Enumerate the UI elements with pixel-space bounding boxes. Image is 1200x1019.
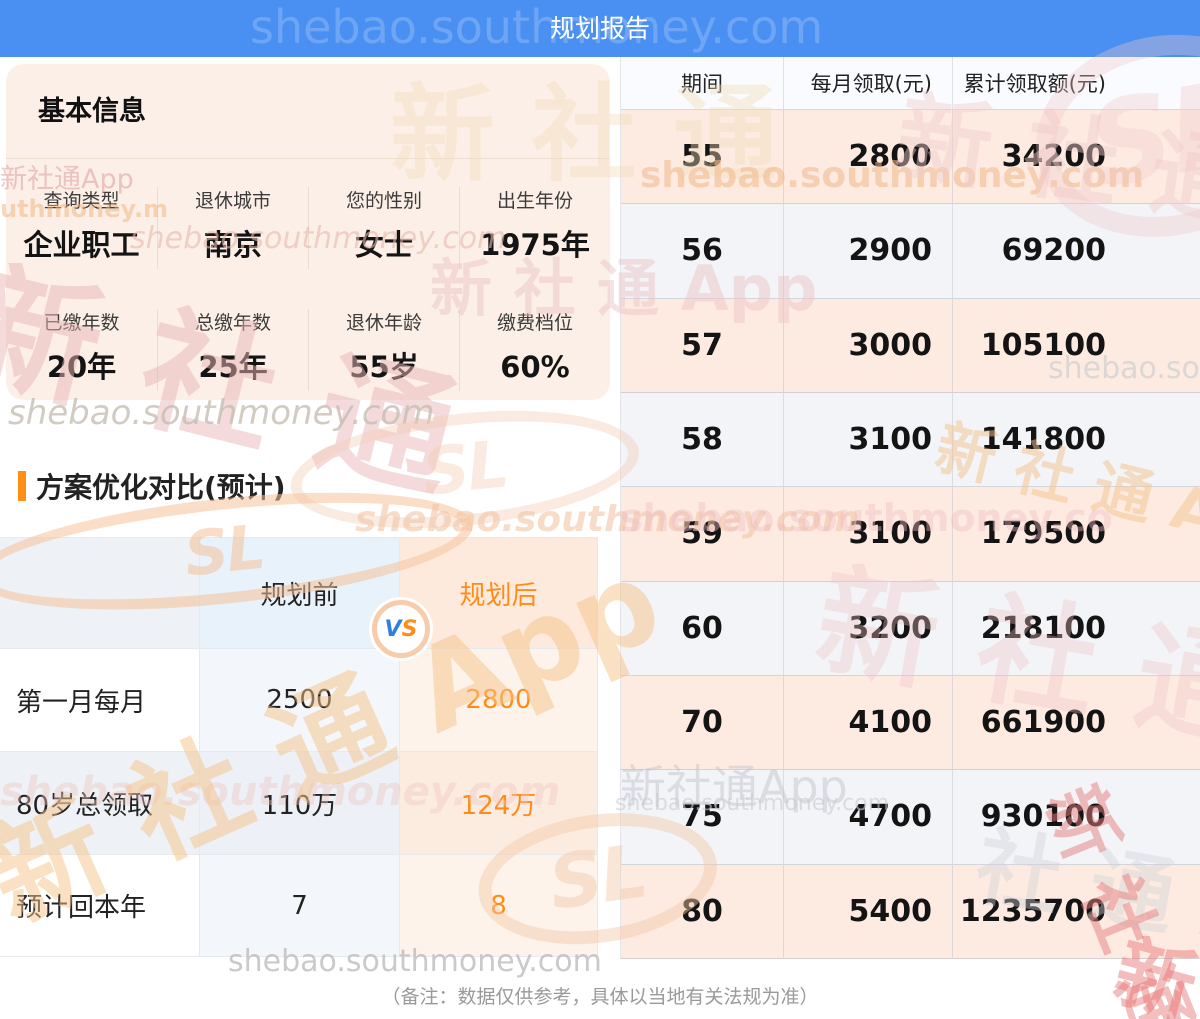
comparison-after-value: 8 [400,855,598,957]
field-label: 已缴年数 [43,312,120,334]
comparison-section-title: 方案优化对比(预计) [18,466,286,506]
field-label: 查询类型 [43,190,120,212]
payout-age: 75 [621,770,784,865]
payout-monthly: 5400 [784,864,953,959]
payout-monthly: 3100 [784,392,953,488]
field-gender: 您的性别 女士 [308,187,459,269]
comparison-before-value: 7 [200,855,400,957]
field-label: 退休城市 [194,190,271,212]
payout-cumulative: 105100 [953,298,1200,393]
basic-info-row-1: 查询类型 企业职工 退休城市 南京 您的性别 女士 出生年份 1975年 [6,187,610,269]
payout-cumulative: 1235700 [953,864,1200,959]
payout-monthly: 3200 [784,581,953,676]
comparison-row-label: 预计回本年 [0,855,200,957]
comparison-row-label: 第一月每月 [0,649,200,752]
header-bar: 规划报告 [0,0,1200,57]
payout-monthly: 4100 [784,675,953,771]
field-value: 20年 [46,350,117,384]
comparison-header-empty [0,538,200,649]
field-label: 退休年龄 [345,312,422,334]
comparison-row-label: 80岁总领取 [0,752,200,855]
payout-age: 58 [621,392,784,488]
field-total-years: 总缴年数 25年 [157,309,308,391]
payout-cumulative: 179500 [953,487,1200,582]
field-value: 南京 [203,228,262,262]
payout-age: 56 [621,204,784,299]
accent-bar [18,471,26,501]
payout-cumulative: 69200 [953,204,1200,299]
field-query-type: 查询类型 企业职工 [6,187,157,269]
comparison-after-value: 2800 [400,649,598,752]
vs-letter-s: S [401,616,418,642]
payout-cumulative: 218100 [953,581,1200,676]
field-birth-year: 出生年份 1975年 [459,187,610,269]
field-value: 55岁 [349,350,419,384]
basic-info-card: 基本信息 查询类型 企业职工 退休城市 南京 您的性别 女士 出生年份 1975… [6,64,610,400]
sl-logo-letters: SL [419,427,511,511]
field-retire-age: 退休年龄 55岁 [308,309,459,391]
payout-col-header: 累计领取额(元) [953,57,1200,110]
payout-cumulative: 661900 [953,675,1200,771]
field-paid-years: 已缴年数 20年 [6,309,157,391]
field-value: 60% [500,350,570,384]
field-retire-city: 退休城市 南京 [157,187,308,269]
payout-monthly: 2900 [784,204,953,299]
comparison-before-value: 2500 [200,649,400,752]
vs-letter-v: V [384,616,402,642]
field-label: 出生年份 [496,190,573,212]
comparison-header-before: 规划前 [200,538,400,649]
payout-cumulative: 141800 [953,392,1200,488]
field-label: 您的性别 [345,190,422,212]
field-value: 企业职工 [23,228,140,262]
payout-age: 59 [621,487,784,582]
field-label: 总缴年数 [194,312,271,334]
payout-monthly: 3100 [784,487,953,582]
payout-age: 70 [621,675,784,771]
payout-age: 55 [621,110,784,205]
payout-age: 60 [621,581,784,676]
comparison-header-after: 规划后 [400,538,598,649]
basic-info-title: 基本信息 [38,96,146,127]
section-title-text: 方案优化对比(预计) [36,471,286,504]
payout-monthly: 3000 [784,298,953,393]
payout-cumulative: 930100 [953,770,1200,865]
comparison-table: 规划前 规划后 第一月每月 2500 2800 80岁总领取 110万 124万… [0,537,598,957]
field-contrib-level: 缴费档位 60% [459,309,610,391]
payout-monthly: 2800 [784,110,953,205]
payout-col-header: 每月领取(元) [784,57,953,110]
payout-age: 80 [621,864,784,959]
field-label: 缴费档位 [496,312,573,334]
payout-cumulative: 34200 [953,110,1200,205]
basic-info-row-2: 已缴年数 20年 总缴年数 25年 退休年龄 55岁 缴费档位 60% [6,309,610,391]
field-value: 1975年 [480,228,590,262]
disclaimer-note: （备注：数据仅供参考，具体以当地有关法规为准） [381,986,819,1008]
field-value: 女士 [354,228,413,262]
comparison-after-value: 124万 [400,752,598,855]
payout-table: 期间 每月领取(元) 累计领取额(元) 55 2800 34200 56 290… [620,57,1200,959]
divider [6,158,610,159]
field-value: 25年 [198,350,268,384]
page-title: 规划报告 [549,14,650,43]
payout-col-header: 期间 [621,57,784,110]
payout-age: 57 [621,298,784,393]
payout-monthly: 4700 [784,770,953,865]
comparison-before-value: 110万 [200,752,400,855]
sl-logo-watermark: SL [285,395,645,544]
watermark-text: shebao.southmoney.com [8,393,435,433]
